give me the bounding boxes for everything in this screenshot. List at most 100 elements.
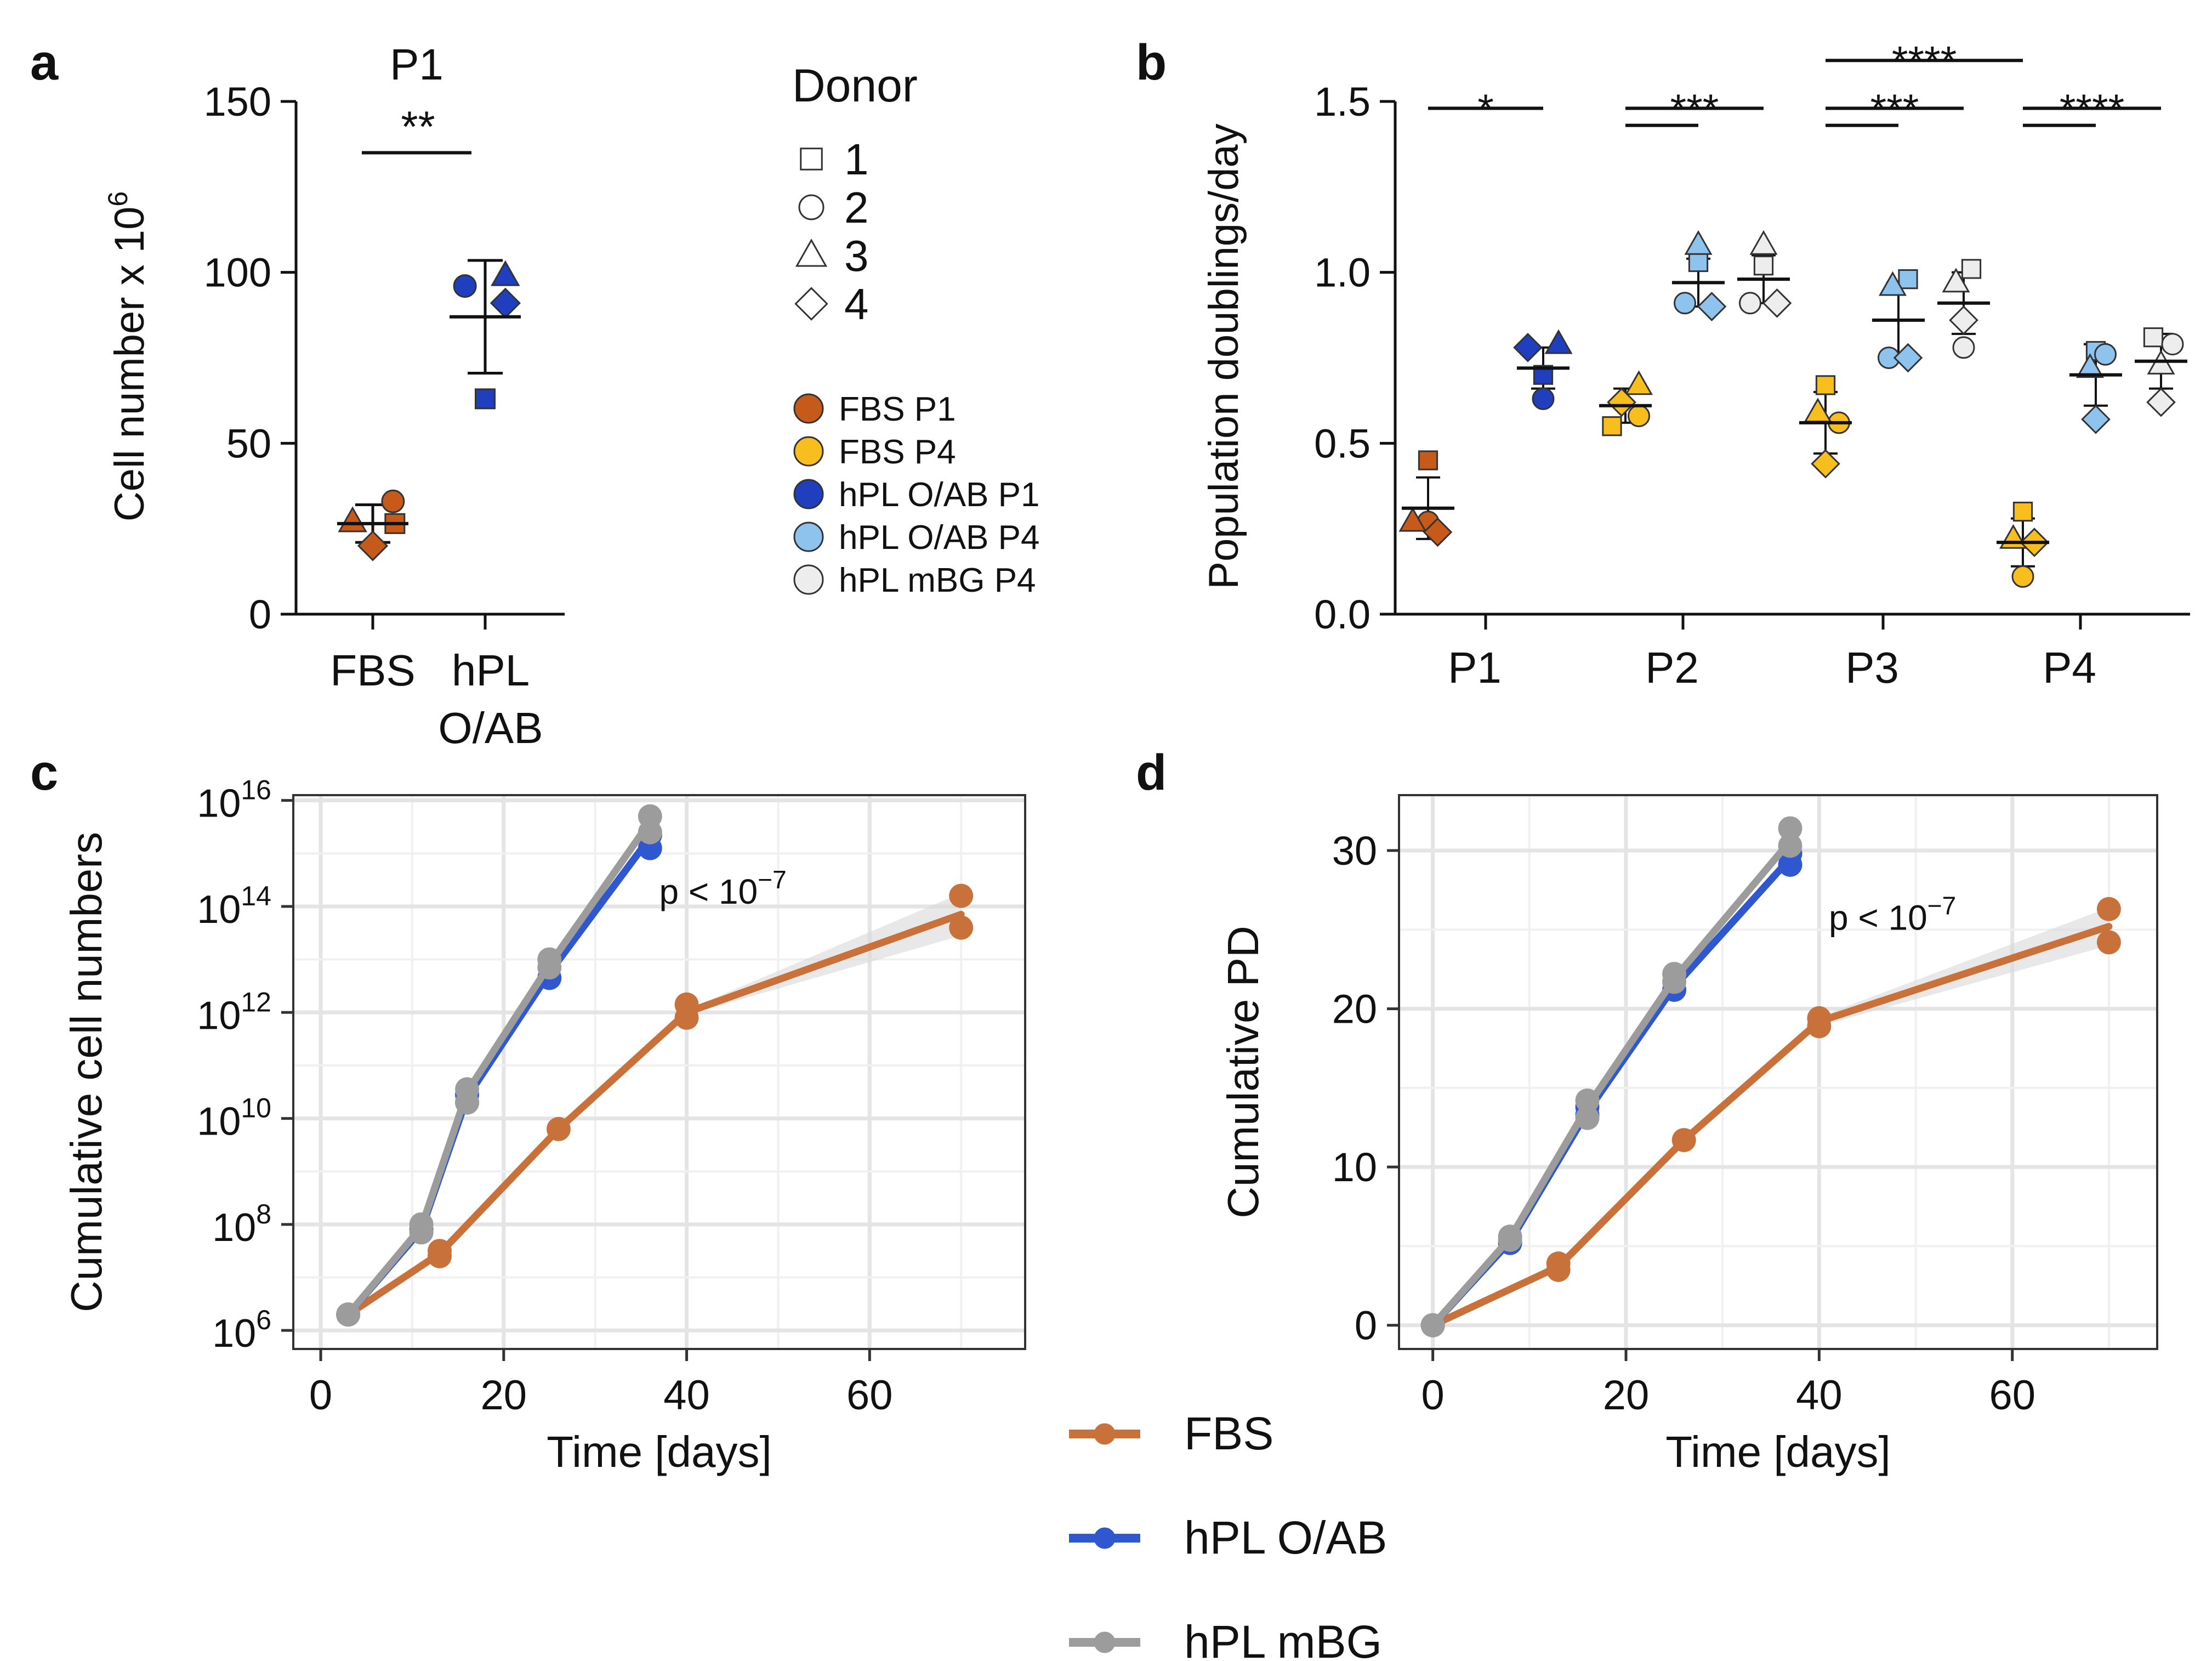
data-point: [357, 530, 389, 562]
data-point: [1949, 305, 1978, 335]
series-point: [949, 915, 974, 940]
legend-marker: [1094, 1423, 1116, 1445]
legend-label: 2: [844, 183, 869, 232]
data-point: [1739, 292, 1761, 315]
y-tick-label: 0.0: [1314, 592, 1371, 637]
data-point: [1423, 517, 1453, 547]
data-point: [1878, 271, 1907, 296]
legend-label: 1: [844, 135, 869, 184]
series-point: [674, 992, 699, 1017]
x-tick-label: 20: [481, 1372, 527, 1419]
data-point: [491, 260, 520, 286]
data-point: [2011, 565, 2034, 588]
significance-label: *: [1477, 86, 1494, 133]
data-point: [1607, 387, 1636, 417]
data-point: [2146, 387, 2176, 417]
series-point: [949, 883, 974, 908]
x-tick-label: O/AB: [438, 704, 543, 752]
y-tick-label: 1016: [197, 775, 271, 826]
x-axis-label: Time [days]: [547, 1427, 771, 1476]
x-tick-label: 20: [1603, 1372, 1650, 1419]
x-tick-label: 40: [1796, 1372, 1843, 1419]
series-point: [537, 947, 562, 972]
legend-label: 3: [844, 231, 869, 280]
y-tick-exponent: 16: [241, 775, 271, 806]
data-point: [2094, 343, 2117, 366]
legend-label: hPL mBG: [1184, 1616, 1382, 1661]
y-tick-label: 0: [249, 592, 271, 637]
x-tick-label: FBS: [330, 646, 416, 695]
data-point: [1942, 268, 1970, 293]
x-tick-label: P1: [1448, 643, 1502, 692]
y-tick-label: 150: [204, 79, 271, 124]
significance-label: ****: [1892, 38, 1957, 85]
x-tick-label: P4: [2043, 643, 2096, 692]
data-point: [1804, 398, 1832, 423]
legend-label: 4: [844, 280, 869, 328]
y-tick-label: 100: [204, 250, 271, 296]
x-tick-label: P2: [1645, 643, 1699, 692]
data-point: [1811, 449, 1840, 479]
y-tick-exponent: 8: [256, 1199, 271, 1229]
y-axis-label: Cumulative PD: [1219, 926, 1267, 1218]
x-tick-label: hPL: [452, 646, 530, 695]
series-point: [1498, 1225, 1522, 1249]
data-point: [1749, 230, 1778, 255]
y-axis-label: Cell number x 106: [103, 191, 153, 521]
group-legend: FBS P1 FBS P4 hPL O/AB P1 hPL O/AB P4 hPL mB…: [793, 390, 1039, 599]
data-point: [475, 388, 496, 410]
data-point: [453, 274, 477, 298]
data-point: [1628, 404, 1650, 427]
legend-shape-circle: [798, 194, 824, 220]
legend-swatch: [793, 564, 824, 595]
y-tick-label: 1.0: [1314, 250, 1371, 296]
data-point: [2075, 353, 2105, 378]
data-point: [1532, 387, 1555, 410]
significance-label: ***: [1870, 86, 1919, 133]
series-point: [455, 1077, 480, 1102]
plot-background: [1399, 795, 2157, 1349]
y-tick-exponent: 12: [241, 987, 271, 1017]
data-point: [2143, 327, 2164, 348]
y-axis-label-superscript: 6: [103, 191, 133, 207]
y-tick-label: 10: [1332, 1144, 1377, 1190]
legend-label: FBS P4: [839, 433, 956, 471]
panel-letter-a: a: [30, 35, 59, 90]
x-tick-label: 0: [309, 1372, 332, 1419]
series-point: [409, 1212, 434, 1237]
data-point: [490, 287, 521, 319]
series-point: [2096, 897, 2121, 921]
donor-legend-title: Donor: [792, 60, 918, 111]
data-point: [1624, 370, 1653, 395]
legend-swatch: [793, 479, 824, 509]
series-point: [1807, 1006, 1832, 1030]
significance-label: ****: [2060, 86, 2124, 133]
y-tick-label: 20: [1332, 987, 1377, 1032]
data-point: [1602, 416, 1622, 436]
y-tick-label: 30: [1332, 828, 1377, 874]
data-point: [1898, 269, 1918, 290]
data-point: [338, 506, 367, 532]
panel-letter-d: d: [1136, 745, 1167, 801]
panel-letter-c: c: [30, 745, 58, 801]
legend-swatch: [793, 521, 824, 552]
legend-label: hPL O/AB P1: [839, 476, 1039, 514]
data-point: [2012, 501, 2033, 522]
data-point: [1398, 507, 1427, 532]
data-point: [1961, 259, 1982, 279]
y-tick-label: 1012: [197, 987, 271, 1038]
y-tick-label: 0: [1355, 1303, 1377, 1348]
p-value-exponent: −7: [758, 865, 786, 894]
series-point: [546, 1116, 571, 1141]
legend-label: hPL O/AB: [1184, 1512, 1387, 1563]
legend-label: hPL O/AB P4: [839, 519, 1039, 557]
x-tick-label: P3: [1845, 643, 1899, 692]
legend-marker: [1094, 1527, 1116, 1549]
y-tick-label: 1014: [197, 881, 271, 932]
line-legend: FBS hPL O/AB hPL mBG: [1069, 1408, 1387, 1661]
y-tick-label: 108: [212, 1199, 271, 1250]
data-point: [1688, 252, 1709, 273]
data-point: [1674, 292, 1696, 315]
